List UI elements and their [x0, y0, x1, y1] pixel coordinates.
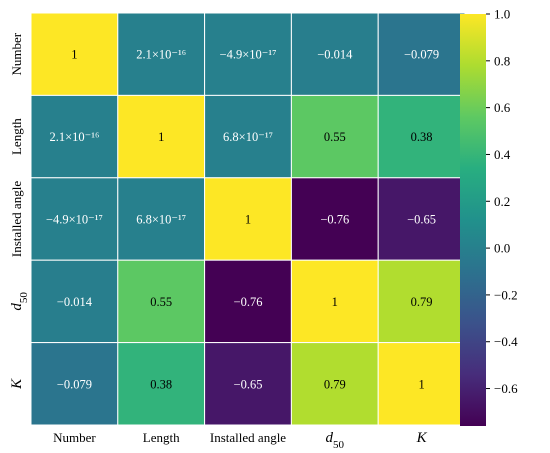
cell-annotation: −0.76 [320, 213, 349, 227]
heatmap-cell [290, 12, 379, 96]
cell-annotation: 0.79 [411, 295, 433, 309]
cell-annotation: 0.38 [150, 377, 172, 391]
cell-annotation: −0.079 [57, 377, 92, 391]
heatmap-cell [30, 12, 119, 96]
colorbar-tick-label: 0.6 [494, 100, 511, 115]
colorbar-tick-label: −0.4 [494, 334, 518, 349]
cell-annotation: 1 [418, 377, 424, 391]
cell-annotation: −0.079 [404, 48, 439, 62]
heatmap-cell [290, 177, 379, 261]
x-tick-label: K [416, 430, 428, 446]
y-tick-label: Number [9, 32, 24, 75]
cell-annotation: −0.76 [234, 295, 263, 309]
cell-annotation: 1 [245, 213, 251, 227]
x-tick-label: Number [53, 430, 96, 445]
y-tick-label: K [9, 378, 25, 390]
x-tick-label: Installed angle [210, 430, 286, 445]
colorbar-tick-label: 0.4 [494, 147, 511, 162]
colorbar-tick-label: 0.2 [494, 194, 510, 209]
cell-annotation: 2.1×10⁻¹⁶ [136, 48, 186, 62]
cell-annotation: −4.9×10⁻¹⁷ [220, 48, 277, 62]
x-tick-label: Length [143, 430, 180, 445]
heatmap-cell [204, 342, 292, 426]
heatmap-cell [204, 259, 292, 344]
cell-annotation: 1 [332, 295, 338, 309]
cell-annotation: 1 [158, 130, 164, 144]
colorbar-tick-label: −0.2 [494, 287, 518, 302]
y-tick-label: Installed angle [9, 181, 24, 257]
colorbar-gradient [460, 14, 486, 426]
x-tick-label: d50 [326, 430, 345, 451]
cell-annotation: 6.8×10⁻¹⁷ [136, 213, 186, 227]
heatmap-cell [117, 177, 206, 261]
heatmap-cell [377, 259, 466, 344]
x-axis-tick-labels: Number Length Installed angle d50 K [53, 430, 427, 451]
cell-annotation: 2.1×10⁻¹⁶ [49, 130, 99, 144]
cell-annotation: 6.8×10⁻¹⁷ [223, 130, 273, 144]
colorbar [460, 14, 486, 426]
cell-annotation: −4.9×10⁻¹⁷ [46, 213, 103, 227]
heatmap-cell [117, 342, 206, 426]
heatmap-cell [204, 94, 292, 179]
y-axis-tick-labels: Number Length Installed angle d50 K [9, 32, 30, 390]
cell-annotation: 0.79 [324, 377, 346, 391]
heatmap-cell [290, 259, 379, 344]
cell-annotation: −0.65 [407, 213, 436, 227]
cell-annotation: 0.38 [411, 130, 433, 144]
heatmap-cells: 1 2.1×10⁻¹⁶ −4.9×10⁻¹⁷ −0.014 −0.079 2.1×10⁻¹… [30, 12, 466, 426]
heatmap-cell [117, 259, 206, 344]
colorbar-tick-label: 0.8 [494, 53, 510, 68]
heatmap-cell [30, 259, 119, 344]
heatmap-cell [30, 342, 119, 426]
heatmap-cell [204, 12, 292, 96]
colorbar-tick-label: −0.6 [494, 381, 518, 396]
y-tick-label: Length [9, 118, 24, 155]
cell-annotation: 1 [71, 48, 77, 62]
colorbar-tick-labels: 1.0 0.8 0.6 0.4 0.2 0.0 −0.2 −0.4 −0.6 [486, 7, 518, 396]
cell-annotation: 0.55 [324, 130, 346, 144]
heatmap-cell [30, 94, 119, 179]
colorbar-tick-label: 0.0 [494, 241, 510, 256]
cell-annotation: −0.014 [57, 295, 93, 309]
y-tick-label: d50 [9, 292, 30, 311]
heatmap-cell [377, 12, 466, 96]
heatmap-cell [117, 12, 206, 96]
cell-annotation: −0.014 [317, 48, 353, 62]
colorbar-tick-label: 1.0 [494, 7, 510, 22]
cell-annotation: −0.65 [234, 377, 263, 391]
cell-annotation: 0.55 [150, 295, 172, 309]
heatmap-cell [204, 177, 292, 261]
heatmap-cell [377, 342, 466, 426]
heatmap-cell [377, 94, 466, 179]
